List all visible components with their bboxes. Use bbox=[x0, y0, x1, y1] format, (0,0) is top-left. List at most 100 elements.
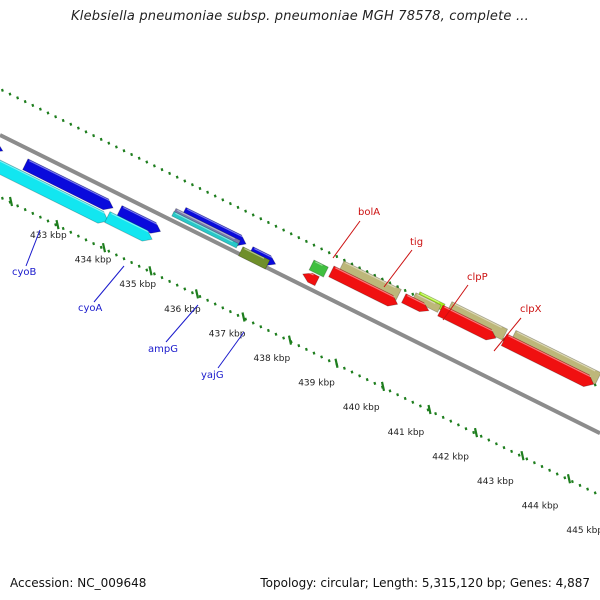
inner-tick bbox=[107, 249, 111, 253]
inner-tick bbox=[411, 400, 415, 404]
outer-tick bbox=[335, 254, 339, 259]
outer-tick bbox=[297, 235, 301, 240]
cyoB-gene bbox=[22, 158, 114, 211]
clpP-gene bbox=[401, 293, 430, 313]
inner-tick bbox=[251, 321, 255, 325]
cyoA-head-gene bbox=[116, 205, 162, 234]
inner-tick bbox=[396, 393, 400, 397]
inner-tick bbox=[570, 479, 574, 484]
outer-tick bbox=[152, 164, 156, 168]
inner-tick bbox=[525, 457, 529, 461]
inner-tick bbox=[137, 264, 141, 268]
tick-label: 435 kbp bbox=[119, 280, 156, 290]
topology-text: Topology: circular; Length: 5,315,120 bp… bbox=[260, 576, 590, 590]
inner-tick bbox=[327, 359, 331, 363]
gene-label-yajG: yajG bbox=[201, 370, 224, 381]
inner-tick bbox=[563, 476, 567, 480]
outer-tick bbox=[358, 266, 362, 270]
ampG-cyan-gene bbox=[171, 210, 240, 249]
inner-tick bbox=[548, 468, 552, 472]
cyo-cyan-gene bbox=[0, 154, 109, 224]
outer-tick bbox=[160, 167, 164, 172]
outer-tick bbox=[251, 213, 255, 217]
inner-tick bbox=[434, 411, 438, 416]
outer-tick bbox=[342, 258, 346, 262]
inner-tick bbox=[221, 306, 225, 310]
tick-label: 445 kbp bbox=[566, 526, 600, 536]
inner-tick bbox=[304, 347, 308, 352]
inner-tick bbox=[266, 328, 270, 333]
gene-label-clpP: clpP bbox=[467, 272, 488, 283]
yajG-gene bbox=[238, 246, 271, 270]
major-tick bbox=[566, 474, 572, 484]
outer-tick bbox=[282, 228, 286, 232]
outer-tick bbox=[206, 190, 210, 194]
feature-track bbox=[0, 133, 600, 387]
inner-tick bbox=[282, 336, 286, 340]
major-tick bbox=[473, 427, 479, 438]
major-tick bbox=[334, 358, 339, 368]
inner-tick bbox=[38, 215, 42, 219]
gene-label-cyoB: cyoB bbox=[12, 267, 37, 278]
tig-gene bbox=[328, 265, 399, 307]
inner-tick bbox=[449, 419, 453, 423]
outer-tick bbox=[92, 133, 96, 138]
inner-tick bbox=[578, 483, 582, 487]
outer-tick bbox=[327, 251, 331, 255]
inner-tick bbox=[464, 427, 468, 431]
inner-tick bbox=[472, 430, 476, 435]
inner-tick bbox=[274, 332, 278, 336]
major-tick bbox=[55, 219, 60, 230]
outer-tick bbox=[228, 201, 232, 206]
major-tick bbox=[241, 312, 246, 322]
tick-label: 444 kbp bbox=[522, 502, 559, 512]
inner-tick bbox=[46, 219, 50, 223]
outer-tick bbox=[175, 175, 179, 179]
tick-label: 437 kbp bbox=[209, 329, 246, 339]
outer-tick bbox=[16, 96, 20, 100]
label-connector bbox=[165, 304, 199, 343]
inner-tick bbox=[61, 226, 65, 231]
outer-tick bbox=[236, 205, 240, 210]
tick-label: 442 kbp bbox=[432, 452, 469, 462]
outer-tick bbox=[244, 209, 248, 213]
inner-tick bbox=[510, 449, 514, 453]
inner-tick bbox=[76, 234, 80, 238]
bolA-red-gene bbox=[302, 270, 320, 287]
major-tick bbox=[194, 289, 200, 299]
inner-tick bbox=[122, 257, 126, 261]
outer-tick bbox=[396, 285, 400, 289]
inner-tick bbox=[23, 208, 27, 212]
outer-tick bbox=[213, 194, 217, 198]
inner-tick bbox=[183, 287, 187, 291]
outer-tick bbox=[46, 111, 50, 115]
outer-tick bbox=[23, 100, 27, 104]
inner-tick bbox=[593, 491, 597, 495]
major-tick bbox=[148, 266, 153, 276]
outer-tick bbox=[221, 198, 225, 202]
clpP-khaki-gene bbox=[411, 292, 442, 313]
outer-tick bbox=[320, 247, 324, 251]
inner-tick bbox=[502, 445, 506, 450]
outer-tick bbox=[99, 137, 103, 142]
label-connector bbox=[383, 249, 413, 288]
gene-label-tig: tig bbox=[410, 237, 423, 248]
inner-tick bbox=[84, 238, 88, 242]
lon-gene bbox=[500, 333, 595, 387]
inner-tick bbox=[160, 275, 164, 280]
gene-label-bolA: bolA bbox=[358, 207, 380, 218]
major-tick bbox=[427, 404, 432, 415]
inner-tick bbox=[555, 472, 559, 476]
inner-tick bbox=[190, 291, 194, 295]
inner-tick bbox=[198, 294, 202, 299]
inner-tick bbox=[586, 487, 590, 491]
outer-tick bbox=[8, 92, 12, 96]
tick-label: 443 kbp bbox=[477, 477, 514, 487]
major-tick bbox=[287, 335, 293, 345]
inner-tick bbox=[532, 461, 536, 465]
inner-tick bbox=[456, 423, 460, 427]
inner-tick bbox=[92, 241, 96, 246]
major-tick bbox=[101, 242, 107, 253]
major-tick bbox=[8, 196, 14, 207]
label-connector bbox=[93, 265, 125, 303]
